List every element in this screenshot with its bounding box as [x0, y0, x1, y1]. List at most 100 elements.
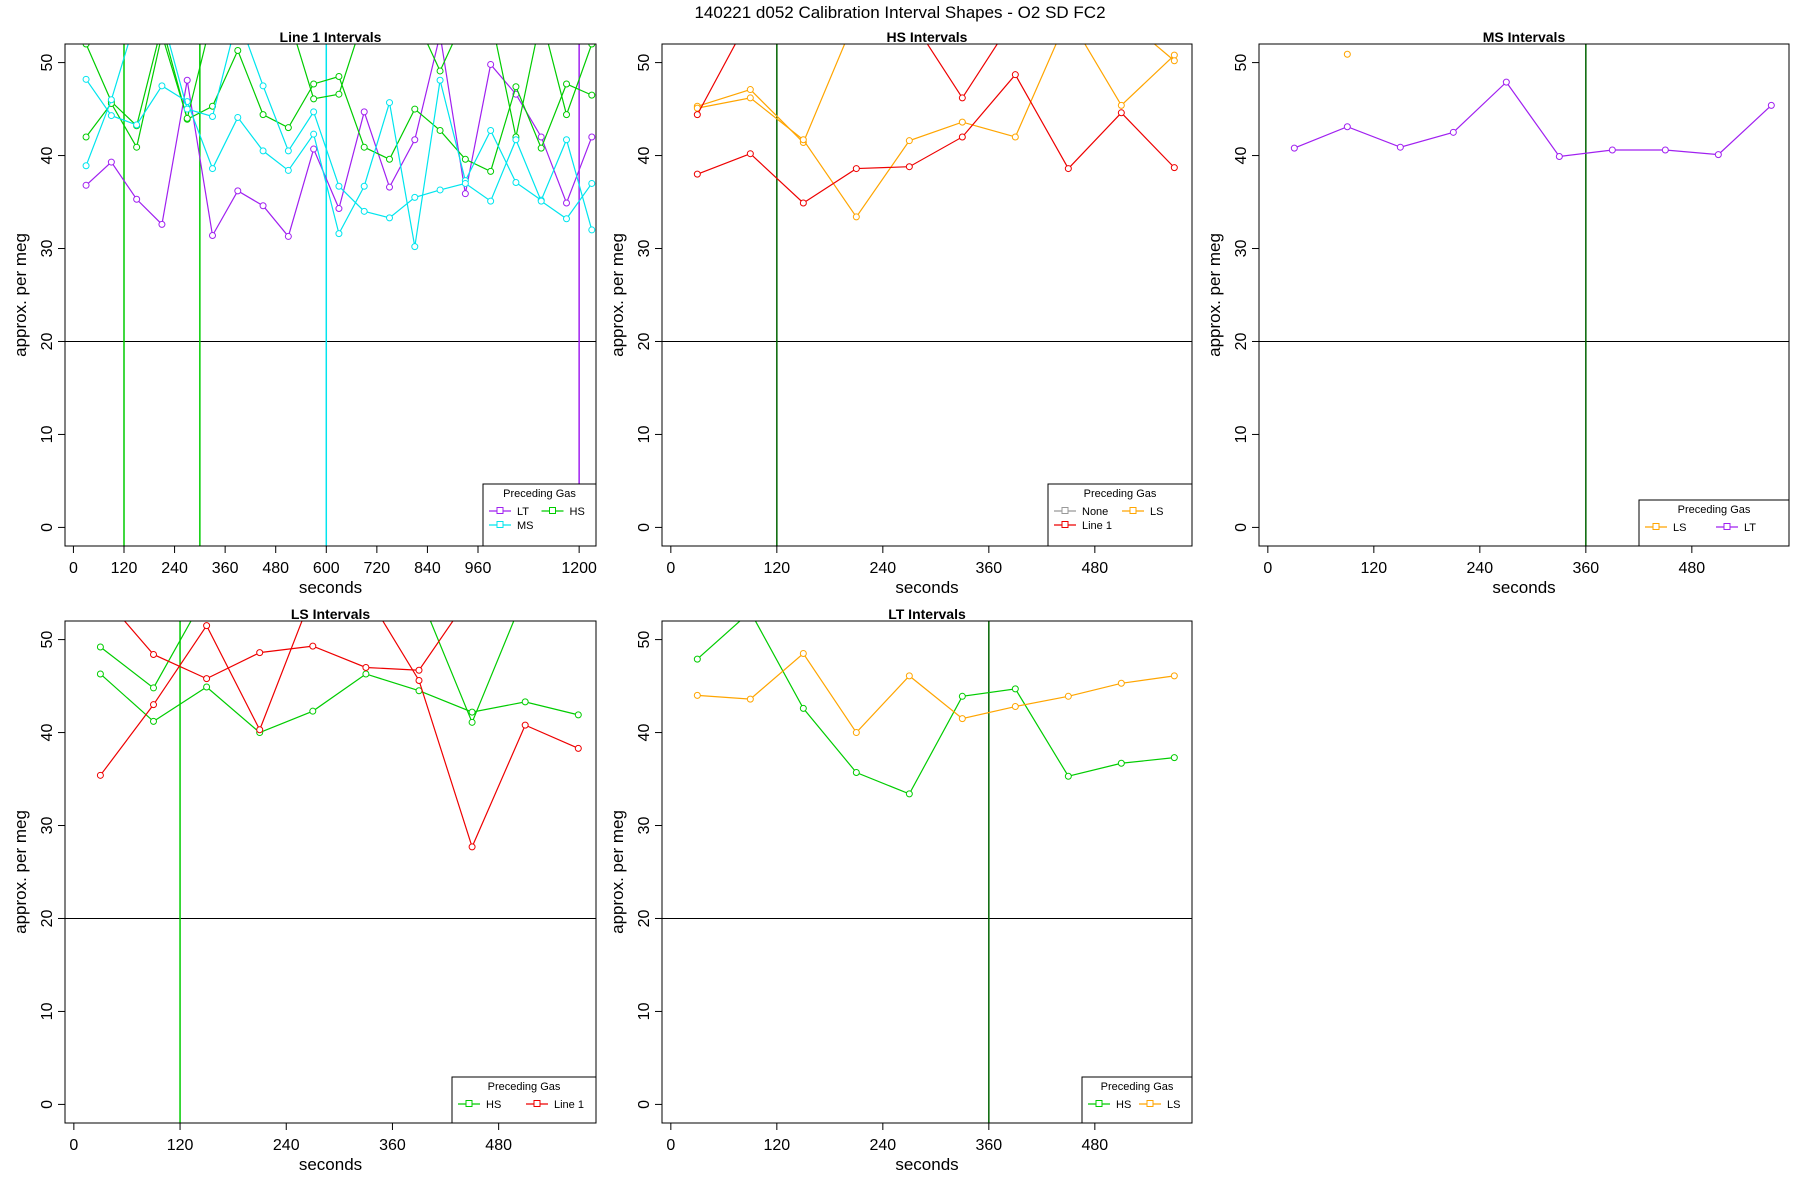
- data-point: [310, 80, 318, 88]
- y-tick-label: 10: [636, 425, 653, 443]
- data-point: [159, 22, 165, 28]
- series-line: [697, 652, 1175, 734]
- x-tick-label: 240: [161, 560, 188, 577]
- y-tick-label: 0: [636, 523, 653, 532]
- y-tick-label: 30: [1233, 240, 1250, 258]
- legend-swatch-marker: [496, 507, 504, 514]
- data-point: [284, 166, 292, 174]
- data-point: [133, 195, 141, 203]
- data-point: [335, 205, 343, 213]
- data-point: [360, 182, 368, 190]
- x-axis-title: seconds: [1492, 578, 1555, 597]
- panel-title: Line 1 Intervals: [280, 29, 382, 45]
- data-point: [521, 721, 529, 729]
- legend: Preceding Gas HS Line 1: [451, 1076, 597, 1124]
- legend: Preceding Gas LS LT: [1638, 499, 1790, 547]
- data-point: [203, 683, 211, 691]
- data-point: [310, 130, 318, 138]
- x-axis-title: seconds: [299, 578, 362, 597]
- data-point: [1117, 759, 1125, 767]
- legend-swatch-marker: [1061, 521, 1069, 528]
- data-point: [1170, 754, 1178, 762]
- x-tick-label: 240: [869, 1137, 896, 1154]
- data-point: [284, 232, 292, 240]
- data-point: [1767, 101, 1775, 109]
- x-tick-label: 120: [1360, 560, 1387, 577]
- data-point: [335, 182, 343, 190]
- y-tick-label: 10: [1233, 425, 1250, 443]
- legend-label: HS: [1116, 1099, 1131, 1111]
- x-tick-label: 0: [69, 1137, 78, 1154]
- data-point: [1343, 123, 1351, 131]
- panel-title: LT Intervals: [888, 606, 966, 622]
- y-tick-label: 40: [636, 147, 653, 165]
- legend-swatch-marker: [1146, 1100, 1154, 1107]
- data-point: [284, 147, 292, 155]
- legend-label: Line 1: [554, 1099, 584, 1111]
- data-point: [234, 187, 242, 195]
- data-point: [363, 590, 369, 596]
- data-point: [183, 114, 191, 122]
- data-point: [260, 13, 266, 19]
- x-axis-title: seconds: [895, 578, 958, 597]
- data-point: [537, 144, 545, 152]
- x-tick-label: 120: [763, 1137, 790, 1154]
- data-point: [588, 91, 596, 99]
- data-point: [360, 108, 368, 116]
- legend-swatch-marker: [533, 1100, 541, 1107]
- data-point: [1170, 164, 1178, 172]
- plot-frame: [661, 43, 1193, 547]
- y-axis-title: approx. per meg: [11, 233, 30, 357]
- data-point: [537, 197, 545, 205]
- data-point: [309, 642, 317, 650]
- legend-title: Preceding Gas: [1084, 488, 1157, 500]
- data-point: [512, 179, 520, 187]
- data-point: [209, 165, 216, 173]
- data-point: [107, 96, 115, 104]
- data-point: [259, 147, 267, 155]
- legend-swatch-marker: [1652, 523, 1660, 530]
- y-tick-label: 10: [636, 1002, 653, 1020]
- y-axis-title: approx. per meg: [608, 810, 627, 934]
- data-point: [574, 744, 582, 752]
- data-point: [1608, 146, 1616, 154]
- x-tick-label: 960: [465, 560, 492, 577]
- data-point: [588, 133, 596, 141]
- data-point: [461, 190, 469, 198]
- data-point: [284, 124, 292, 132]
- data-point: [203, 622, 211, 630]
- legend: Preceding Gas None LS Line 1: [1047, 483, 1193, 547]
- data-point: [1011, 71, 1019, 79]
- panel-3: MS Intervals 0 10 20 30 40 50 0 120 240 360 480 seco…: [1205, 29, 1790, 597]
- data-point: [487, 60, 495, 68]
- data-point: [693, 691, 701, 699]
- data-point: [1449, 128, 1457, 136]
- x-tick-label: 360: [212, 560, 239, 577]
- plot-frame: [64, 620, 597, 1124]
- data-point: [436, 76, 444, 84]
- data-point: [575, 590, 581, 596]
- data-point: [361, 13, 367, 19]
- legend-swatch-marker: [1723, 523, 1731, 530]
- data-point: [693, 170, 701, 178]
- data-point: [257, 590, 263, 596]
- data-point: [204, 590, 210, 596]
- panel-2: HS Intervals 0 10 20 30 40 50 0 120 240 360 480 seco…: [608, 29, 1193, 597]
- data-point: [537, 133, 545, 141]
- data-point: [256, 649, 264, 657]
- x-tick-label: 840: [414, 560, 441, 577]
- data-point: [412, 13, 418, 19]
- x-tick-label: 0: [666, 1137, 675, 1154]
- data-point: [1064, 772, 1072, 780]
- data-point: [82, 133, 90, 141]
- data-point: [360, 143, 368, 151]
- data-point: [234, 47, 242, 55]
- y-axis-title: approx. per meg: [608, 233, 627, 357]
- y-tick-label: 30: [39, 817, 56, 835]
- y-tick-label: 50: [39, 631, 56, 649]
- data-point: [1064, 692, 1072, 700]
- legend-swatch-marker: [465, 1100, 473, 1107]
- data-point: [468, 718, 476, 726]
- data-point: [746, 86, 754, 94]
- data-point: [958, 133, 966, 141]
